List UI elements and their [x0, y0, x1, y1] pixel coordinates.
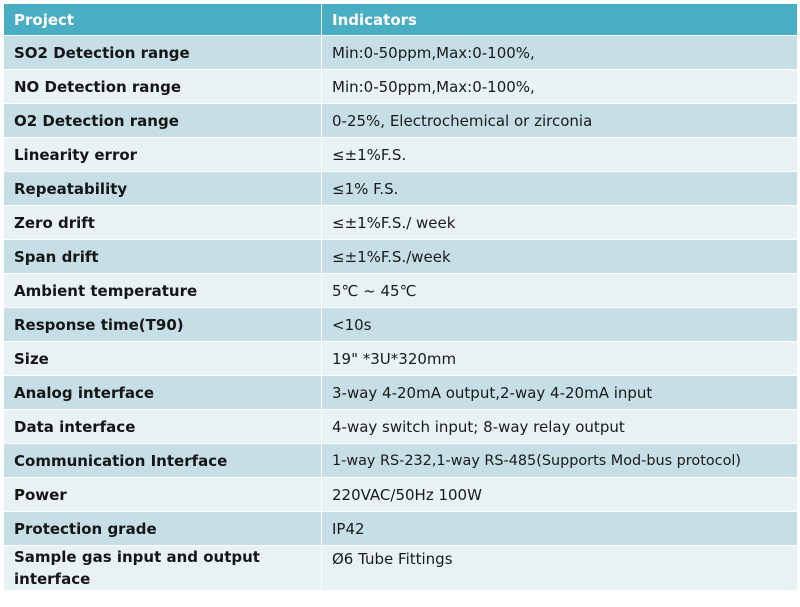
row-project-label: Power [3, 477, 322, 512]
row-project-label: Sample gas input and output interface [3, 545, 322, 591]
header-row: Project Indicators [3, 3, 798, 36]
row-project-label: O2 Detection range [3, 103, 322, 138]
row-project-label: Protection grade [3, 511, 322, 546]
row-indicator-value: ≤±1%F.S./week [321, 239, 798, 274]
table-row: Data interface 4-way switch input; 8-way… [3, 409, 798, 444]
row-project-label: Analog interface [3, 375, 322, 410]
row-project-label: Span drift [3, 239, 322, 274]
table-row: NO Detection range Min:0-50ppm,Max:0-100… [3, 69, 798, 104]
table-row: O2 Detection range 0-25%, Electrochemica… [3, 103, 798, 138]
table-row: Repeatability ≤1% F.S. [3, 171, 798, 206]
row-project-label: SO2 Detection range [3, 35, 322, 70]
table-header: Project Indicators [3, 3, 798, 36]
row-project-label: Repeatability [3, 171, 322, 206]
table-row: Power 220VAC/50Hz 100W [3, 477, 798, 512]
row-project-label: Size [3, 341, 322, 376]
table-body: SO2 Detection range Min:0-50ppm,Max:0-10… [3, 35, 798, 591]
table-row: Sample gas input and output interface Ø6… [3, 545, 798, 591]
table-row: Size 19" *3U*320mm [3, 341, 798, 376]
row-indicator-value: ≤1% F.S. [321, 171, 798, 206]
table-row: Linearity error ≤±1%F.S. [3, 137, 798, 172]
row-indicator-value: ≤±1%F.S./ week [321, 205, 798, 240]
row-project-label: NO Detection range [3, 69, 322, 104]
row-indicator-value: 3-way 4-20mA output,2-way 4-20mA input [321, 375, 798, 410]
row-indicator-value: <10s [321, 307, 798, 342]
row-indicator-value: Ø6 Tube Fittings [321, 545, 798, 591]
row-indicator-value: ≤±1%F.S. [321, 137, 798, 172]
row-project-label: Communication Interface [3, 443, 322, 478]
row-indicator-value: 0-25%, Electrochemical or zirconia [321, 103, 798, 138]
header-indicators: Indicators [321, 3, 798, 36]
table-row: Response time(T90) <10s [3, 307, 798, 342]
row-project-label: Zero drift [3, 205, 322, 240]
table-row: Zero drift ≤±1%F.S./ week [3, 205, 798, 240]
table-row: Communication Interface 1-way RS-232,1-w… [3, 443, 798, 478]
row-indicator-value: Min:0-50ppm,Max:0-100%, [321, 35, 798, 70]
row-project-label: Ambient temperature [3, 273, 322, 308]
row-project-label: Data interface [3, 409, 322, 444]
row-project-label: Response time(T90) [3, 307, 322, 342]
row-indicator-value: 220VAC/50Hz 100W [321, 477, 798, 512]
header-project: Project [3, 3, 322, 36]
table-row: SO2 Detection range Min:0-50ppm,Max:0-10… [3, 35, 798, 70]
specification-table: Project Indicators SO2 Detection range M… [3, 3, 798, 591]
table-row: Protection grade IP42 [3, 511, 798, 546]
row-indicator-value: IP42 [321, 511, 798, 546]
row-indicator-value: 4-way switch input; 8-way relay output [321, 409, 798, 444]
row-indicator-value: 19" *3U*320mm [321, 341, 798, 376]
table-row: Analog interface 3-way 4-20mA output,2-w… [3, 375, 798, 410]
row-indicator-value: Min:0-50ppm,Max:0-100%, [321, 69, 798, 104]
table-row: Span drift ≤±1%F.S./week [3, 239, 798, 274]
row-indicator-value: 5℃ ~ 45℃ [321, 273, 798, 308]
row-indicator-value: 1-way RS-232,1-way RS-485(Supports Mod-b… [321, 443, 798, 478]
table-row: Ambient temperature 5℃ ~ 45℃ [3, 273, 798, 308]
row-project-label: Linearity error [3, 137, 322, 172]
